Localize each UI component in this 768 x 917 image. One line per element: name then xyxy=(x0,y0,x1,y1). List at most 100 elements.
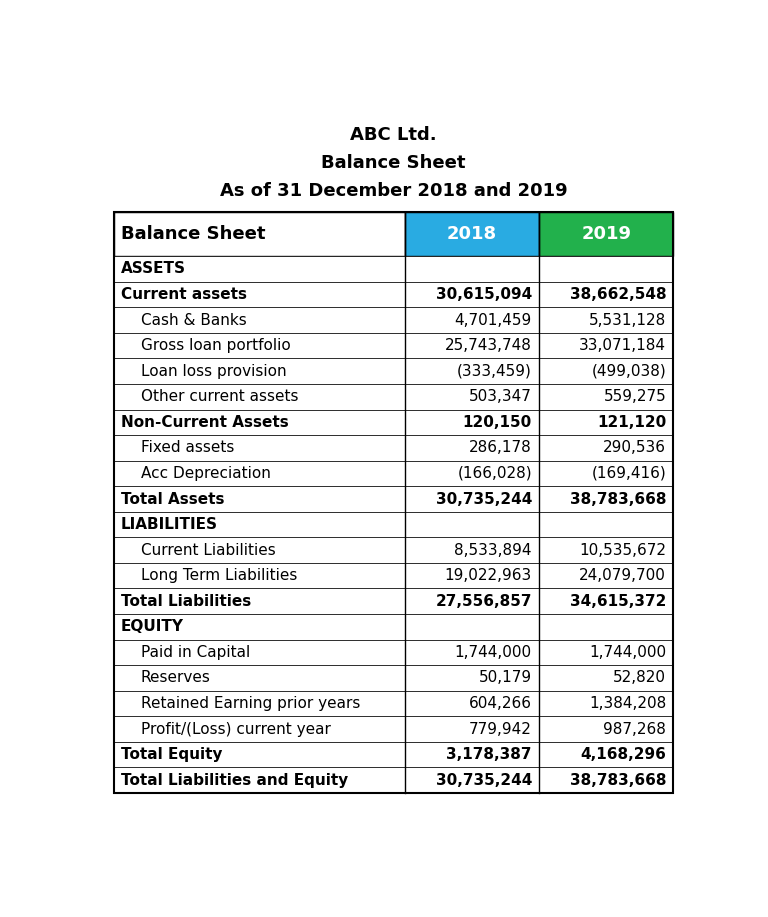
Bar xyxy=(114,614,405,640)
Bar xyxy=(405,359,539,384)
Text: Other current assets: Other current assets xyxy=(141,390,298,404)
Text: Fixed assets: Fixed assets xyxy=(141,440,234,456)
Text: 604,266: 604,266 xyxy=(469,696,532,711)
Bar xyxy=(539,563,674,589)
Text: 30,615,094: 30,615,094 xyxy=(435,287,532,302)
Text: Paid in Capital: Paid in Capital xyxy=(141,645,250,660)
Text: 559,275: 559,275 xyxy=(604,390,666,404)
Bar xyxy=(539,460,674,486)
Bar xyxy=(539,213,674,256)
Bar xyxy=(539,359,674,384)
Bar xyxy=(405,307,539,333)
Text: Non-Current Assets: Non-Current Assets xyxy=(121,414,289,430)
Text: (169,416): (169,416) xyxy=(591,466,666,481)
Bar xyxy=(405,614,539,640)
Text: Cash & Banks: Cash & Banks xyxy=(141,313,247,327)
Bar xyxy=(114,742,405,768)
Bar xyxy=(114,333,405,359)
Bar xyxy=(539,256,674,282)
Bar xyxy=(405,410,539,436)
Bar xyxy=(405,665,539,691)
Bar xyxy=(539,691,674,716)
Bar xyxy=(114,384,405,410)
Bar xyxy=(405,563,539,589)
Bar xyxy=(539,486,674,512)
Text: LIABILITIES: LIABILITIES xyxy=(121,517,218,532)
Bar xyxy=(539,307,674,333)
Bar xyxy=(114,665,405,691)
Bar xyxy=(405,460,539,486)
Bar xyxy=(405,512,539,537)
Bar xyxy=(539,768,674,793)
Text: 120,150: 120,150 xyxy=(462,414,532,430)
Text: 286,178: 286,178 xyxy=(469,440,532,456)
Text: 4,701,459: 4,701,459 xyxy=(455,313,532,327)
Text: 1,744,000: 1,744,000 xyxy=(589,645,666,660)
Text: 24,079,700: 24,079,700 xyxy=(579,569,666,583)
Text: 38,783,668: 38,783,668 xyxy=(570,773,666,788)
Bar xyxy=(539,589,674,614)
Bar xyxy=(114,307,405,333)
Bar xyxy=(539,640,674,665)
Bar xyxy=(114,486,405,512)
Text: 779,942: 779,942 xyxy=(469,722,532,736)
Bar xyxy=(114,460,405,486)
Text: 4,168,296: 4,168,296 xyxy=(581,747,666,762)
Bar xyxy=(114,256,405,282)
Text: 52,820: 52,820 xyxy=(613,670,666,685)
Text: 34,615,372: 34,615,372 xyxy=(570,594,666,609)
Text: Retained Earning prior years: Retained Earning prior years xyxy=(141,696,360,711)
Text: Reserves: Reserves xyxy=(141,670,210,685)
Bar xyxy=(405,333,539,359)
Bar xyxy=(539,436,674,460)
Text: 3,178,387: 3,178,387 xyxy=(446,747,532,762)
Bar xyxy=(114,691,405,716)
Text: 27,556,857: 27,556,857 xyxy=(435,594,532,609)
Text: 987,268: 987,268 xyxy=(604,722,666,736)
Text: Total Liabilities: Total Liabilities xyxy=(121,594,251,609)
Bar xyxy=(539,537,674,563)
Text: 38,783,668: 38,783,668 xyxy=(570,492,666,506)
Bar xyxy=(405,640,539,665)
Text: Loan loss provision: Loan loss provision xyxy=(141,364,286,379)
Bar xyxy=(405,691,539,716)
Bar xyxy=(114,359,405,384)
Text: Balance Sheet: Balance Sheet xyxy=(121,226,266,243)
Bar xyxy=(405,768,539,793)
Text: 1,744,000: 1,744,000 xyxy=(455,645,532,660)
Text: 2018: 2018 xyxy=(447,226,497,243)
Bar xyxy=(405,716,539,742)
Text: 8,533,894: 8,533,894 xyxy=(455,543,532,558)
Bar xyxy=(539,614,674,640)
Text: Total Equity: Total Equity xyxy=(121,747,223,762)
Bar xyxy=(539,716,674,742)
Bar xyxy=(114,589,405,614)
Bar xyxy=(114,640,405,665)
Text: 33,071,184: 33,071,184 xyxy=(579,338,666,353)
Bar xyxy=(114,768,405,793)
Text: 25,743,748: 25,743,748 xyxy=(445,338,532,353)
Bar xyxy=(405,589,539,614)
Text: (499,038): (499,038) xyxy=(591,364,666,379)
Bar xyxy=(114,213,674,793)
Text: 1,384,208: 1,384,208 xyxy=(589,696,666,711)
Bar xyxy=(114,512,405,537)
Bar xyxy=(405,742,539,768)
Text: Gross loan portfolio: Gross loan portfolio xyxy=(141,338,290,353)
Text: 38,662,548: 38,662,548 xyxy=(570,287,666,302)
Bar xyxy=(114,282,405,307)
Text: ASSETS: ASSETS xyxy=(121,261,186,277)
Text: 503,347: 503,347 xyxy=(469,390,532,404)
Bar xyxy=(539,512,674,537)
Text: 10,535,672: 10,535,672 xyxy=(579,543,666,558)
Text: Long Term Liabilities: Long Term Liabilities xyxy=(141,569,297,583)
Bar xyxy=(539,333,674,359)
Text: Balance Sheet: Balance Sheet xyxy=(321,154,466,171)
Bar xyxy=(405,384,539,410)
Text: Total Assets: Total Assets xyxy=(121,492,224,506)
Text: (166,028): (166,028) xyxy=(457,466,532,481)
Text: Total Liabilities and Equity: Total Liabilities and Equity xyxy=(121,773,348,788)
Text: 30,735,244: 30,735,244 xyxy=(435,773,532,788)
Text: (333,459): (333,459) xyxy=(457,364,532,379)
Bar xyxy=(114,213,405,256)
